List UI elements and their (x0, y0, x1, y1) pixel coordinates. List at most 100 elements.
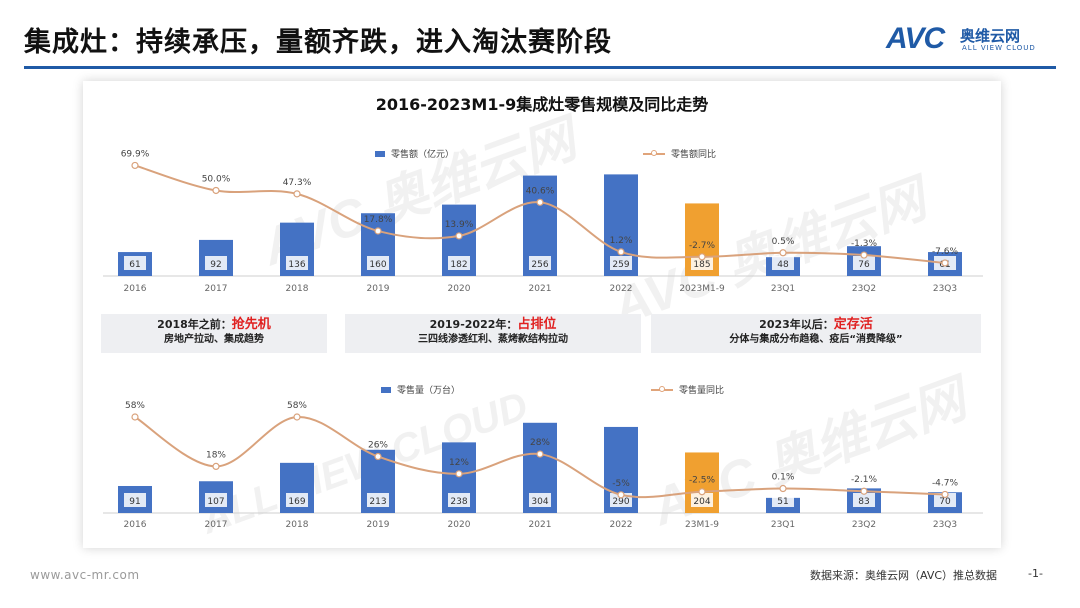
yoy-point (455, 232, 463, 240)
bar-label-bg (448, 493, 470, 507)
phase-sub: 分体与集成分布趋稳、疫后“消费降级” (729, 334, 903, 345)
bar-label-bg (367, 256, 389, 270)
bar-value-label: 48 (777, 260, 789, 270)
bar-value-label: 213 (369, 497, 386, 507)
bar-label-bg (205, 493, 227, 507)
legend-bar-swatch (381, 386, 391, 393)
category-tick-label: 2022 (610, 520, 633, 530)
legend-top-line: 零售额同比 (643, 147, 716, 160)
bar-label-bg (124, 493, 146, 507)
yoy-point (617, 491, 625, 499)
category-tick-label: 23Q3 (933, 520, 957, 530)
phase-box-1: 2018年之前：抢先机 房地产拉动、集成趋势 (101, 314, 327, 353)
bar-label-bg (124, 256, 146, 270)
phase-box-2: 2019-2022年：占排位 三四线渗透红利、蒸烤款结构拉动 (345, 314, 641, 353)
yoy-point (374, 452, 382, 461)
legend-label: 零售额同比 (671, 150, 717, 160)
yoy-value-label: 12% (449, 458, 469, 468)
yoy-point (131, 413, 139, 421)
yoy-value-label: 28% (530, 438, 550, 448)
legend-line-swatch (651, 385, 673, 392)
bar-value-label: 160 (369, 260, 386, 270)
yoy-value-label: 58% (287, 401, 307, 411)
bar-label-bg (772, 493, 794, 507)
yoy-value-label: 58% (125, 401, 145, 411)
bar-value-label: 91 (129, 497, 140, 507)
bar-label-bg (772, 256, 794, 270)
yoy-value-label: 0.5% (772, 237, 795, 247)
logo-en-text: ALL VIEW CLOUD (962, 44, 1036, 52)
bar-value-label: 290 (612, 497, 629, 507)
phase-head: 2018年之前： (157, 318, 232, 331)
bar-label-bg (367, 493, 389, 507)
page-title: 集成灶：持续承压，量额齐跌，进入淘汰赛阶段 (24, 27, 612, 58)
yoy-point (536, 450, 544, 458)
bar-label-bg (691, 256, 713, 270)
bar-value-label: 259 (612, 260, 629, 270)
yoy-value-label: -4.7% (932, 478, 959, 488)
phase-sub: 房地产拉动、集成趋势 (164, 334, 264, 345)
bar-value-label: 107 (207, 497, 224, 507)
category-tick-label: 2017 (205, 284, 228, 294)
legend-line-swatch (643, 149, 665, 156)
legend-label: 零售量同比 (679, 386, 725, 396)
bar-value-label: 256 (531, 260, 548, 270)
yoy-point (293, 190, 301, 198)
logo-mark: AVC (886, 22, 945, 55)
legend-top-bar: 零售额（亿元） (375, 147, 454, 160)
bar-value-label: 304 (531, 497, 548, 507)
bar-value-label: 182 (450, 260, 467, 270)
bar-label-bg (853, 256, 875, 270)
yoy-value-label: 40.6% (526, 186, 555, 196)
bar-value-label: 92 (210, 260, 221, 270)
chart-title: 2016-2023M1-9集成灶零售规模及同比走势 (375, 95, 709, 114)
yoy-point (536, 198, 544, 206)
phase-sub: 三四线渗透红利、蒸烤款结构拉动 (418, 334, 568, 345)
chart-panel: 2016-2023M1-9集成灶零售规模及同比走势 AVC 奥维云网 AVC 奥… (83, 81, 1001, 548)
footer-url: www.avc-mr.com (30, 568, 140, 582)
yoy-value-label: -2.1% (851, 475, 878, 485)
category-tick-label: 23Q1 (771, 520, 795, 530)
yoy-point (941, 490, 949, 499)
category-tick-label: 2018 (286, 284, 309, 294)
yoy-value-label: 50.0% (202, 174, 231, 184)
yoy-value-label: 18% (206, 450, 226, 460)
footer-source: 数据来源：奥维云网（AVC）推总数据 (810, 569, 998, 582)
legend-bar-swatch (375, 150, 385, 157)
yoy-point (941, 259, 949, 267)
bar-value-label: 83 (858, 497, 869, 507)
yoy-value-label: 47.3% (283, 178, 312, 188)
bar-value-label: 61 (129, 260, 140, 270)
chart-svg: 61 2016 92 2017 136 2018 160 2019 182 2020 256 2021… (103, 149, 983, 530)
bar-label-bg (691, 493, 713, 507)
yoy-point (617, 248, 625, 256)
yoy-point (860, 487, 868, 495)
bar-label-bg (286, 256, 308, 270)
phase-key: 定存活 (833, 317, 873, 332)
bar-label-bg (853, 493, 875, 507)
bar-value-label: 70 (939, 497, 951, 507)
header-divider (24, 66, 1056, 69)
yoy-value-label: -5% (612, 479, 630, 489)
category-tick-label: 23Q1 (771, 284, 795, 294)
category-tick-label: 23Q2 (852, 520, 876, 530)
yoy-point (860, 251, 868, 259)
category-tick-label: 2021 (529, 520, 552, 530)
category-tick-label: 2016 (124, 520, 147, 530)
category-tick-label: 2016 (124, 284, 147, 294)
phase-head: 2023年以后： (759, 318, 834, 331)
yoy-value-label: 1.2% (610, 236, 633, 246)
bar-value-label: 238 (450, 497, 467, 507)
bar-value-label: 76 (858, 260, 870, 270)
legend-bottom-line: 零售量同比 (651, 383, 724, 396)
yoy-value-label: -2.5% (689, 476, 716, 486)
bar-label-bg (610, 256, 632, 270)
yoy-point (455, 470, 463, 478)
phase-key: 抢先机 (231, 317, 271, 332)
brand-logo: AVC 奥维云网 ALL VIEW CLOUD (886, 22, 1056, 62)
category-tick-label: 2022 (610, 284, 633, 294)
bar-label-bg (286, 493, 308, 507)
yoy-value-label: 17.8% (364, 215, 393, 225)
bar-label-bg (529, 493, 551, 507)
category-tick-label: 2020 (448, 284, 471, 294)
